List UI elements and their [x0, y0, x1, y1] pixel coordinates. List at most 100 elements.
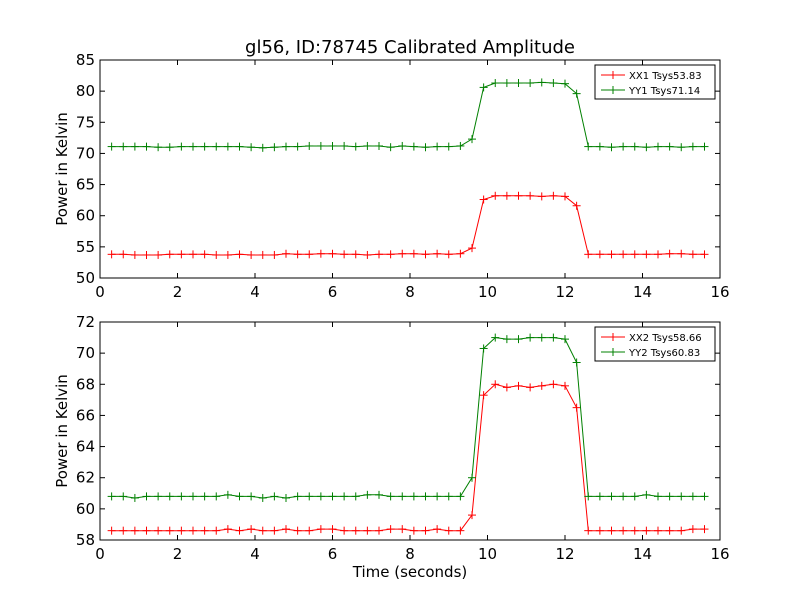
data-point [398, 492, 407, 501]
data-point [502, 383, 511, 392]
x-tick-label: 14 [633, 283, 652, 301]
data-point [177, 250, 186, 259]
legend-box [594, 326, 716, 362]
data-point [654, 526, 662, 535]
data-point [409, 142, 418, 151]
y-tick-label: 68 [76, 375, 95, 393]
data-point [119, 250, 128, 259]
data-point [189, 526, 197, 535]
data-point [584, 492, 593, 501]
data-point [386, 525, 395, 534]
y-axis-label: Power in Kelvin [53, 374, 71, 488]
data-point [165, 143, 174, 152]
data-point [305, 492, 314, 501]
y-tick-label: 64 [76, 438, 95, 456]
series-line-2 [111, 81, 705, 149]
data-point [363, 526, 372, 535]
data-point [642, 143, 651, 152]
data-point [270, 250, 279, 259]
x-tick-label: 8 [405, 545, 415, 563]
data-point [177, 526, 186, 535]
legend-label: XX2 Tsys58.66 [629, 333, 702, 344]
data-point [282, 142, 290, 151]
data-point [665, 526, 674, 535]
data-point [351, 250, 360, 259]
data-point [526, 383, 535, 392]
data-point [328, 141, 337, 150]
y-tick-label: 55 [76, 238, 95, 256]
data-point [409, 526, 418, 535]
data-point [433, 249, 442, 258]
data-point [119, 492, 128, 501]
data-point [456, 492, 465, 501]
x-tick-label: 14 [633, 545, 652, 563]
x-tick-label: 16 [710, 283, 729, 301]
data-point [375, 526, 383, 535]
series-line-2 [111, 337, 705, 499]
y-tick-label: 60 [76, 207, 95, 225]
data-point [607, 492, 616, 501]
data-point [375, 141, 383, 150]
data-point [677, 526, 686, 535]
data-point [142, 250, 151, 259]
data-point [165, 526, 174, 535]
data-point [433, 142, 442, 151]
data-point [386, 250, 395, 259]
data-point [444, 526, 453, 535]
data-point [107, 142, 116, 151]
data-point [177, 492, 186, 501]
data-point [456, 249, 465, 258]
x-tick-label: 4 [250, 283, 260, 301]
data-point [619, 250, 628, 259]
data-point [642, 490, 651, 499]
data-point [316, 525, 325, 534]
data-point [677, 492, 686, 501]
data-point [514, 79, 523, 88]
data-point [549, 333, 558, 342]
data-point [479, 83, 488, 92]
x-tick-label: 4 [250, 545, 260, 563]
data-point [398, 141, 407, 150]
data-point [491, 191, 500, 200]
data-point [572, 358, 581, 367]
data-point [595, 142, 604, 151]
data-point [340, 141, 349, 150]
data-point [607, 143, 616, 152]
data-point [177, 142, 186, 151]
data-point [154, 492, 163, 501]
data-point [549, 380, 558, 389]
data-point [468, 511, 476, 520]
data-point [561, 79, 569, 88]
data-point [526, 333, 535, 342]
data-point [549, 79, 558, 88]
data-point [688, 250, 697, 259]
data-point [235, 526, 244, 535]
data-point [200, 526, 209, 535]
data-point [444, 250, 453, 259]
data-point [282, 249, 290, 258]
data-point [572, 403, 581, 412]
data-point [142, 526, 151, 535]
x-tick-label: 0 [95, 283, 105, 301]
data-point [619, 492, 628, 501]
x-tick-label: 2 [173, 283, 183, 301]
data-point [421, 526, 430, 535]
data-point [688, 142, 697, 151]
x-tick-label: 10 [478, 545, 497, 563]
data-point [165, 250, 174, 259]
data-point [130, 250, 139, 259]
data-point [409, 249, 418, 258]
data-point [200, 250, 209, 259]
data-point [200, 142, 209, 151]
data-point [386, 143, 395, 152]
data-point [247, 525, 256, 534]
data-point [154, 526, 163, 535]
data-point [223, 525, 232, 534]
legend-label: YY1 Tsys71.14 [628, 86, 700, 97]
data-point [630, 526, 639, 535]
data-point [688, 492, 697, 501]
data-point [316, 492, 325, 501]
data-point [142, 492, 151, 501]
legend-item: YY2 Tsys60.83 [601, 348, 700, 359]
